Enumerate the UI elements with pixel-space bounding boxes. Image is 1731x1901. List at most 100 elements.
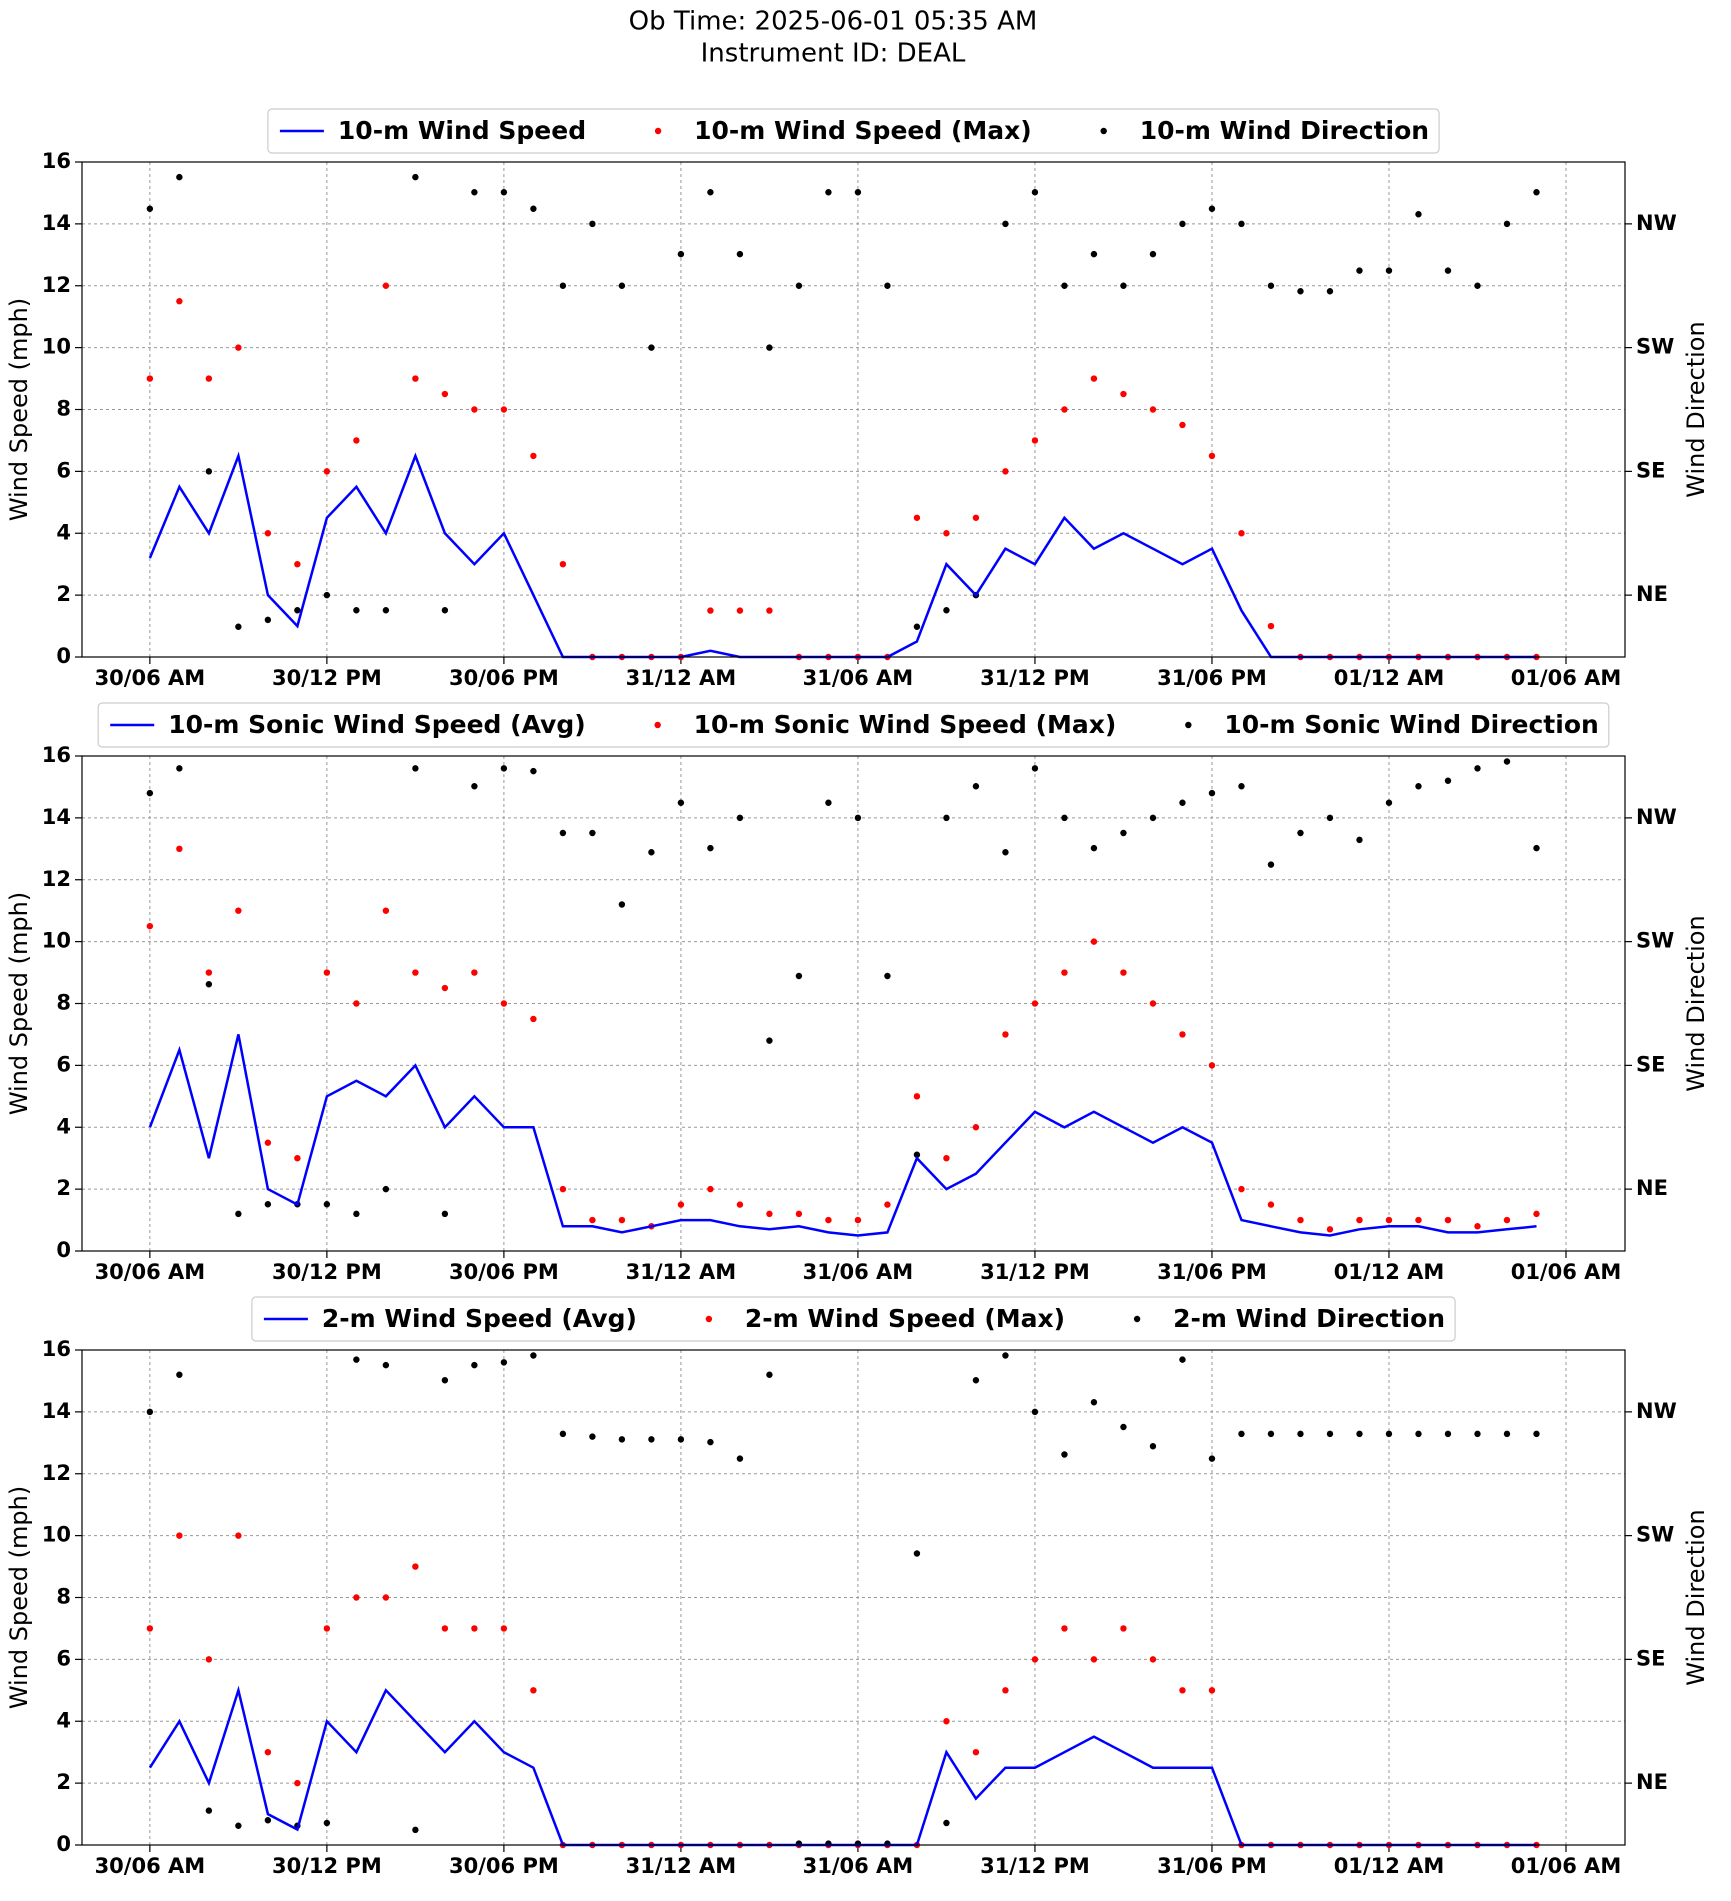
point [1415, 783, 1422, 790]
point [1503, 758, 1511, 765]
point [1326, 288, 1334, 295]
point [1208, 1687, 1216, 1694]
point [707, 607, 714, 614]
point [1120, 282, 1127, 289]
point [146, 922, 154, 930]
point [1149, 814, 1157, 822]
point [943, 814, 950, 822]
point [323, 591, 331, 599]
point [264, 1748, 272, 1756]
point [559, 1185, 567, 1193]
point [264, 1201, 272, 1208]
point [530, 1352, 537, 1359]
legend-swatch [654, 127, 662, 135]
point [854, 814, 862, 822]
y-tick-label: 6 [56, 1646, 71, 1670]
point [500, 406, 508, 413]
point [766, 607, 773, 614]
point [1415, 1216, 1422, 1224]
x-tick-label: 30/06 AM [95, 666, 206, 690]
y-tick-label: 6 [56, 1052, 71, 1076]
point [972, 1748, 980, 1756]
legend: 10-m Sonic Wind Speed (Avg) 10-m Sonic Wi… [97, 702, 1610, 748]
y-tick-label: 14 [42, 211, 71, 235]
legend-swatch [705, 1315, 713, 1323]
point [1503, 1430, 1511, 1438]
legend-item: 10-m Wind Direction [1100, 116, 1429, 145]
point [1444, 267, 1452, 274]
point [441, 390, 449, 398]
y2-tick-label: SW [1636, 1523, 1674, 1547]
x-tick-label: 30/06 AM [95, 1854, 206, 1878]
point [1002, 1031, 1009, 1038]
x-tick-label: 01/06 AM [1511, 1854, 1622, 1878]
point [1149, 250, 1157, 258]
point [264, 530, 272, 537]
point [146, 789, 154, 797]
point [382, 1185, 390, 1193]
point [382, 282, 390, 289]
plot-frame [81, 755, 1626, 1252]
point [1533, 189, 1540, 196]
point [294, 607, 301, 614]
point [382, 1594, 390, 1601]
legend-label: 2-m Wind Direction [1173, 1304, 1445, 1333]
point [500, 189, 508, 196]
point [766, 1037, 773, 1044]
y-tick-label: 0 [56, 1238, 71, 1262]
point [736, 1201, 744, 1208]
point [1120, 829, 1127, 837]
point [884, 1201, 891, 1208]
point [677, 799, 685, 806]
point [1208, 789, 1216, 797]
y-tick-label: 12 [42, 1461, 71, 1485]
point [1238, 530, 1245, 537]
plot-area [82, 756, 1625, 1251]
x-tick-label: 30/06 PM [449, 1260, 559, 1284]
point [176, 298, 183, 305]
point [323, 1625, 331, 1632]
point [707, 189, 714, 196]
point [795, 972, 803, 980]
x-tick-label: 31/06 PM [1157, 666, 1267, 690]
point [235, 344, 242, 351]
y2-tick-label: SE [1636, 458, 1665, 482]
point [471, 969, 478, 976]
y-axis-label: Wind Speed (mph) [5, 1486, 33, 1709]
y-tick-label: 0 [56, 644, 71, 668]
point [589, 220, 596, 228]
y-tick-label: 10 [42, 929, 71, 953]
x-tick-label: 30/12 PM [272, 1854, 382, 1878]
point [1415, 211, 1422, 218]
x-tick-label: 01/12 AM [1334, 1854, 1445, 1878]
point [1179, 799, 1186, 806]
legend-item: 2-m Wind Speed (Avg) [263, 1304, 637, 1333]
point [1090, 1656, 1098, 1663]
point [559, 282, 567, 289]
point [854, 189, 862, 196]
point [618, 901, 626, 908]
point [943, 530, 950, 537]
point [677, 250, 685, 258]
point [618, 1436, 626, 1443]
point [353, 1210, 360, 1218]
y-axis-label: Wind Speed (mph) [5, 892, 33, 1115]
point [1385, 799, 1393, 806]
point [972, 1377, 980, 1384]
x-tick-label: 31/06 PM [1157, 1260, 1267, 1284]
y2-axis-label: Wind Direction [1682, 321, 1710, 497]
point [205, 1807, 213, 1814]
y2-axis-label: Wind Direction [1682, 915, 1710, 1091]
point [441, 984, 449, 992]
point [146, 1408, 154, 1416]
point [1474, 765, 1481, 772]
y-tick-label: 14 [42, 1399, 71, 1423]
point [707, 1185, 714, 1193]
point [176, 1532, 183, 1539]
x-tick-label: 01/12 AM [1334, 1260, 1445, 1284]
point [235, 623, 242, 630]
point [353, 607, 360, 614]
point [471, 189, 478, 196]
point [1326, 1226, 1334, 1233]
point [1238, 783, 1245, 790]
